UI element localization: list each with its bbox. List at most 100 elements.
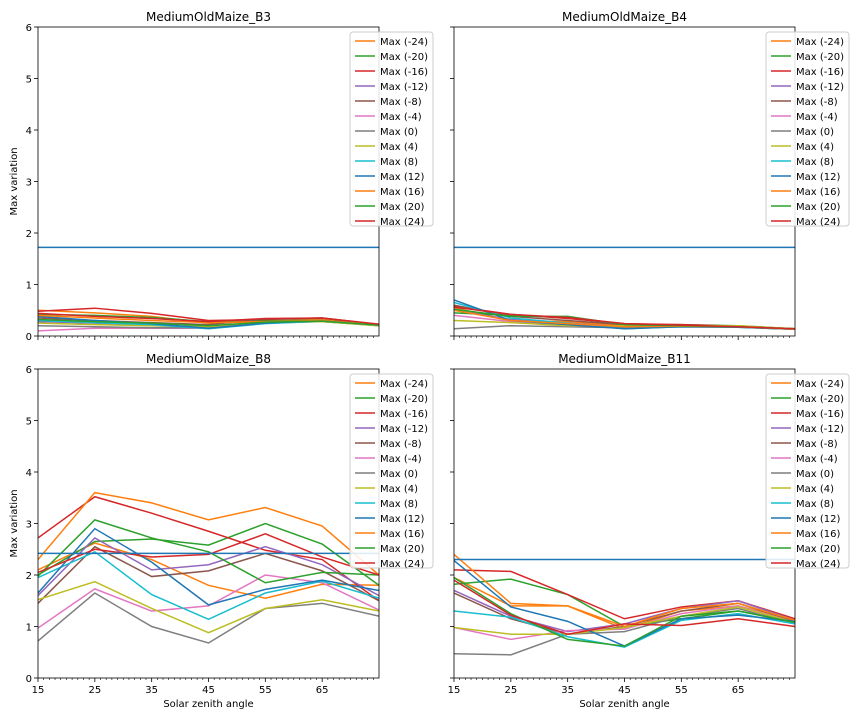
x-tick-label: 55 — [675, 685, 688, 696]
legend-box — [349, 31, 434, 227]
legend-label: Max (12) — [796, 172, 840, 183]
legend-label: Max (4) — [796, 142, 834, 153]
chart-title: MediumOldMaize_B3 — [146, 10, 271, 24]
series-line — [38, 519, 379, 584]
series-line — [454, 579, 795, 635]
y-tick-label: 6 — [26, 23, 32, 34]
legend-label: Max (4) — [796, 484, 834, 495]
series-line — [38, 550, 379, 621]
legend-label: Max (-16) — [796, 67, 844, 78]
x-tick-label: 45 — [202, 685, 215, 696]
legend-label: Max (16) — [796, 187, 840, 198]
legend-label: Max (-4) — [796, 112, 838, 123]
series-line — [454, 610, 795, 648]
legend-label: Max (0) — [796, 127, 834, 138]
legend-label: Max (-8) — [796, 439, 838, 450]
legend-label: Max (20) — [796, 544, 840, 555]
x-tick-label: 45 — [618, 685, 631, 696]
legend-label: Max (24) — [380, 217, 424, 228]
x-tick-label: 25 — [88, 685, 101, 696]
legend-label: Max (4) — [380, 142, 418, 153]
y-tick-label: 2 — [26, 571, 32, 582]
legend: Max (-24) Max (-20) Max (-16) Max (-12) Max … — [349, 373, 434, 570]
x-tick-label: 55 — [259, 685, 272, 696]
legend-label: Max (-8) — [796, 97, 838, 108]
series-line — [454, 606, 795, 635]
legend-label: Max (24) — [380, 559, 424, 570]
series-line — [38, 491, 379, 576]
legend-label: Max (0) — [380, 469, 418, 480]
plot-area — [38, 491, 379, 644]
x-tick-label: 65 — [732, 685, 745, 696]
chart-panel-3: MediumOldMaize_B11 15 25 35 45 55 65 Solar zeni… — [448, 352, 850, 710]
legend-label: Max (16) — [796, 529, 840, 540]
series-line — [454, 607, 795, 656]
y-tick-label: 0 — [26, 674, 32, 685]
legend-label: Max (20) — [380, 544, 424, 555]
axes-frame — [37, 368, 380, 679]
legend-label: Max (8) — [796, 157, 834, 168]
chart-title: MediumOldMaize_B4 — [562, 10, 687, 24]
series-line — [38, 542, 379, 599]
y-tick-label: 1 — [26, 623, 32, 634]
plot-area — [38, 246, 379, 332]
legend-label: Max (-8) — [380, 439, 422, 450]
legend-box — [349, 373, 434, 569]
legend-label: Max (12) — [380, 514, 424, 525]
legend: Max (-24) Max (-20) Max (-16) Max (-12) Max … — [765, 373, 850, 570]
legend-label: Max (-24) — [380, 379, 428, 390]
legend-label: Max (20) — [380, 202, 424, 213]
series-line — [38, 312, 379, 325]
legend-label: Max (-24) — [796, 379, 844, 390]
series-line — [38, 522, 379, 586]
series-line — [38, 574, 379, 629]
legend-label: Max (-12) — [796, 424, 844, 435]
legend-label: Max (-20) — [796, 394, 844, 405]
legend-label: Max (12) — [380, 172, 424, 183]
legend-box — [765, 373, 850, 569]
x-tick-label: 15 — [448, 685, 461, 696]
legend-box — [765, 31, 850, 227]
plot-area — [454, 246, 795, 331]
series-line — [454, 605, 795, 641]
legend-label: Max (-4) — [796, 454, 838, 465]
x-axis-label: Solar zenith angle — [163, 699, 253, 710]
legend-label: Max (24) — [796, 559, 840, 570]
series-line — [38, 532, 379, 576]
y-tick-label: 5 — [26, 417, 32, 428]
series-line — [38, 545, 379, 604]
plot-area — [454, 553, 795, 656]
legend-label: Max (-4) — [380, 112, 422, 123]
x-tick-label: 35 — [561, 685, 574, 696]
legend-label: Max (-8) — [380, 97, 422, 108]
chart-title: MediumOldMaize_B8 — [146, 352, 271, 366]
chart-title: MediumOldMaize_B11 — [558, 352, 691, 366]
legend-label: Max (-12) — [796, 82, 844, 93]
legend-label: Max (-24) — [380, 37, 428, 48]
legend-label: Max (-16) — [380, 67, 428, 78]
y-axis-label: Max variation — [9, 147, 20, 215]
y-tick-label: 6 — [26, 365, 32, 376]
legend-label: Max (-20) — [380, 394, 428, 405]
legend-label: Max (-20) — [380, 52, 428, 63]
axes-frame — [37, 26, 380, 337]
x-tick-label: 15 — [32, 685, 45, 696]
legend-label: Max (16) — [380, 529, 424, 540]
legend-label: Max (-20) — [796, 52, 844, 63]
series-line — [454, 553, 795, 628]
chart-panel-0: MediumOldMaize_B3 0 1 2 3 4 5 6 Max variation Max… — [9, 10, 434, 343]
x-tick-label: 25 — [504, 685, 517, 696]
legend-label: Max (4) — [380, 484, 418, 495]
series-line — [38, 580, 379, 634]
y-tick-label: 0 — [26, 332, 32, 343]
x-tick-label: 65 — [316, 685, 329, 696]
y-tick-label: 1 — [26, 281, 32, 292]
y-tick-label: 5 — [26, 75, 32, 86]
legend-label: Max (8) — [796, 499, 834, 510]
series-line — [38, 527, 379, 606]
legend-label: Max (8) — [380, 499, 418, 510]
series-line — [454, 576, 795, 647]
legend-label: Max (12) — [796, 514, 840, 525]
